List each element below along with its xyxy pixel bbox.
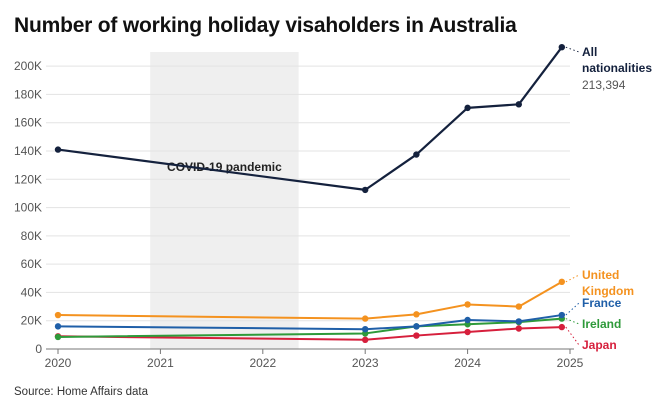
y-tick-label: 40K [21, 285, 42, 299]
series-line [57, 326, 562, 341]
data-point [362, 336, 369, 344]
data-point [54, 311, 62, 319]
data-point [54, 333, 62, 341]
series-label-line: France [582, 296, 622, 310]
x-tick-label: 2020 [45, 356, 72, 370]
y-tick-label: 160K [14, 116, 42, 130]
series-line [57, 317, 562, 338]
series-label-line: All [582, 45, 597, 59]
y-tick-label: 0 [35, 342, 42, 356]
series-line [57, 314, 562, 331]
y-tick-label: 140K [14, 144, 42, 158]
label-leader-line [565, 326, 580, 346]
x-tick-label: 2022 [249, 356, 276, 370]
data-point [558, 311, 566, 319]
chart-title: Number of working holiday visaholders in… [14, 14, 517, 37]
data-point [413, 332, 420, 339]
series-label-line: Ireland [582, 317, 621, 331]
pandemic-annotation: COVID-19 pandemic [167, 160, 282, 174]
x-tick-label: 2021 [147, 356, 174, 370]
y-tick-label: 180K [14, 87, 42, 101]
label-leader-line [565, 318, 580, 325]
data-point [362, 326, 369, 333]
data-point [558, 43, 566, 51]
label-leader-line [565, 46, 580, 53]
series-label: United Kingdom [582, 268, 634, 298]
label-leader-line [565, 302, 580, 316]
series-label: Ireland [582, 317, 621, 331]
x-tick-label: 2025 [557, 356, 584, 370]
all-nationalities-value-label: 213,394 [582, 78, 626, 92]
series-label: France [582, 296, 622, 310]
series-line [57, 280, 563, 320]
x-tick-label: 2023 [352, 356, 379, 370]
data-point [54, 146, 62, 153]
data-point [464, 301, 471, 308]
y-tick-label: 80K [21, 229, 42, 243]
data-point [464, 328, 471, 336]
data-point [413, 323, 420, 330]
data-point [558, 323, 566, 331]
series-label: Japan [582, 338, 617, 352]
y-tick-label: 60K [21, 257, 42, 271]
data-point [515, 101, 522, 108]
data-point [413, 311, 420, 318]
series-label-line: United [582, 268, 619, 282]
series-label-line: Japan [582, 338, 617, 352]
y-tick-label: 100K [14, 201, 42, 215]
data-point [362, 315, 369, 322]
data-point [413, 151, 420, 158]
data-point [362, 186, 369, 194]
data-point [54, 323, 62, 330]
series-line [57, 46, 563, 191]
data-point [515, 318, 522, 325]
data-point [464, 316, 471, 324]
series-label-line: Kingdom [582, 284, 634, 298]
x-tick-label: 2024 [454, 356, 481, 370]
series-label-line: nationalities [582, 61, 652, 75]
source-note: Source: Home Affairs data [14, 386, 149, 398]
data-point [464, 104, 471, 112]
y-tick-label: 200K [14, 59, 42, 73]
data-point [515, 325, 522, 332]
y-tick-label: 120K [14, 172, 42, 186]
pandemic-shaded-region [150, 52, 299, 349]
label-leader-line [565, 274, 580, 283]
y-tick-label: 20K [21, 314, 42, 328]
data-point [558, 278, 566, 286]
data-point [515, 303, 522, 310]
series-label: All nationalities [582, 45, 652, 75]
